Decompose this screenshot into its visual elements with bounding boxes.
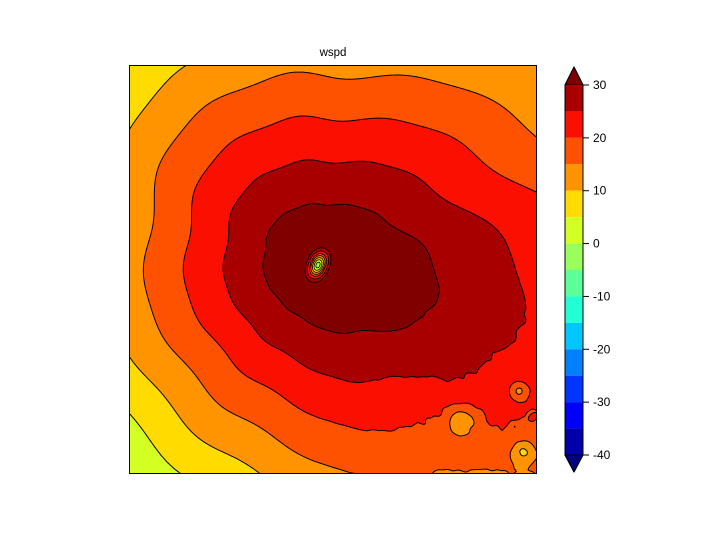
svg-text:-20: -20	[593, 342, 611, 356]
svg-text:20: 20	[593, 131, 607, 145]
svg-text:-30: -30	[593, 395, 611, 409]
svg-text:30: 30	[593, 78, 607, 92]
svg-text:10: 10	[593, 184, 607, 198]
svg-text:-10: -10	[593, 289, 611, 303]
svg-text:0: 0	[593, 237, 600, 251]
svg-text:-40: -40	[593, 448, 611, 462]
